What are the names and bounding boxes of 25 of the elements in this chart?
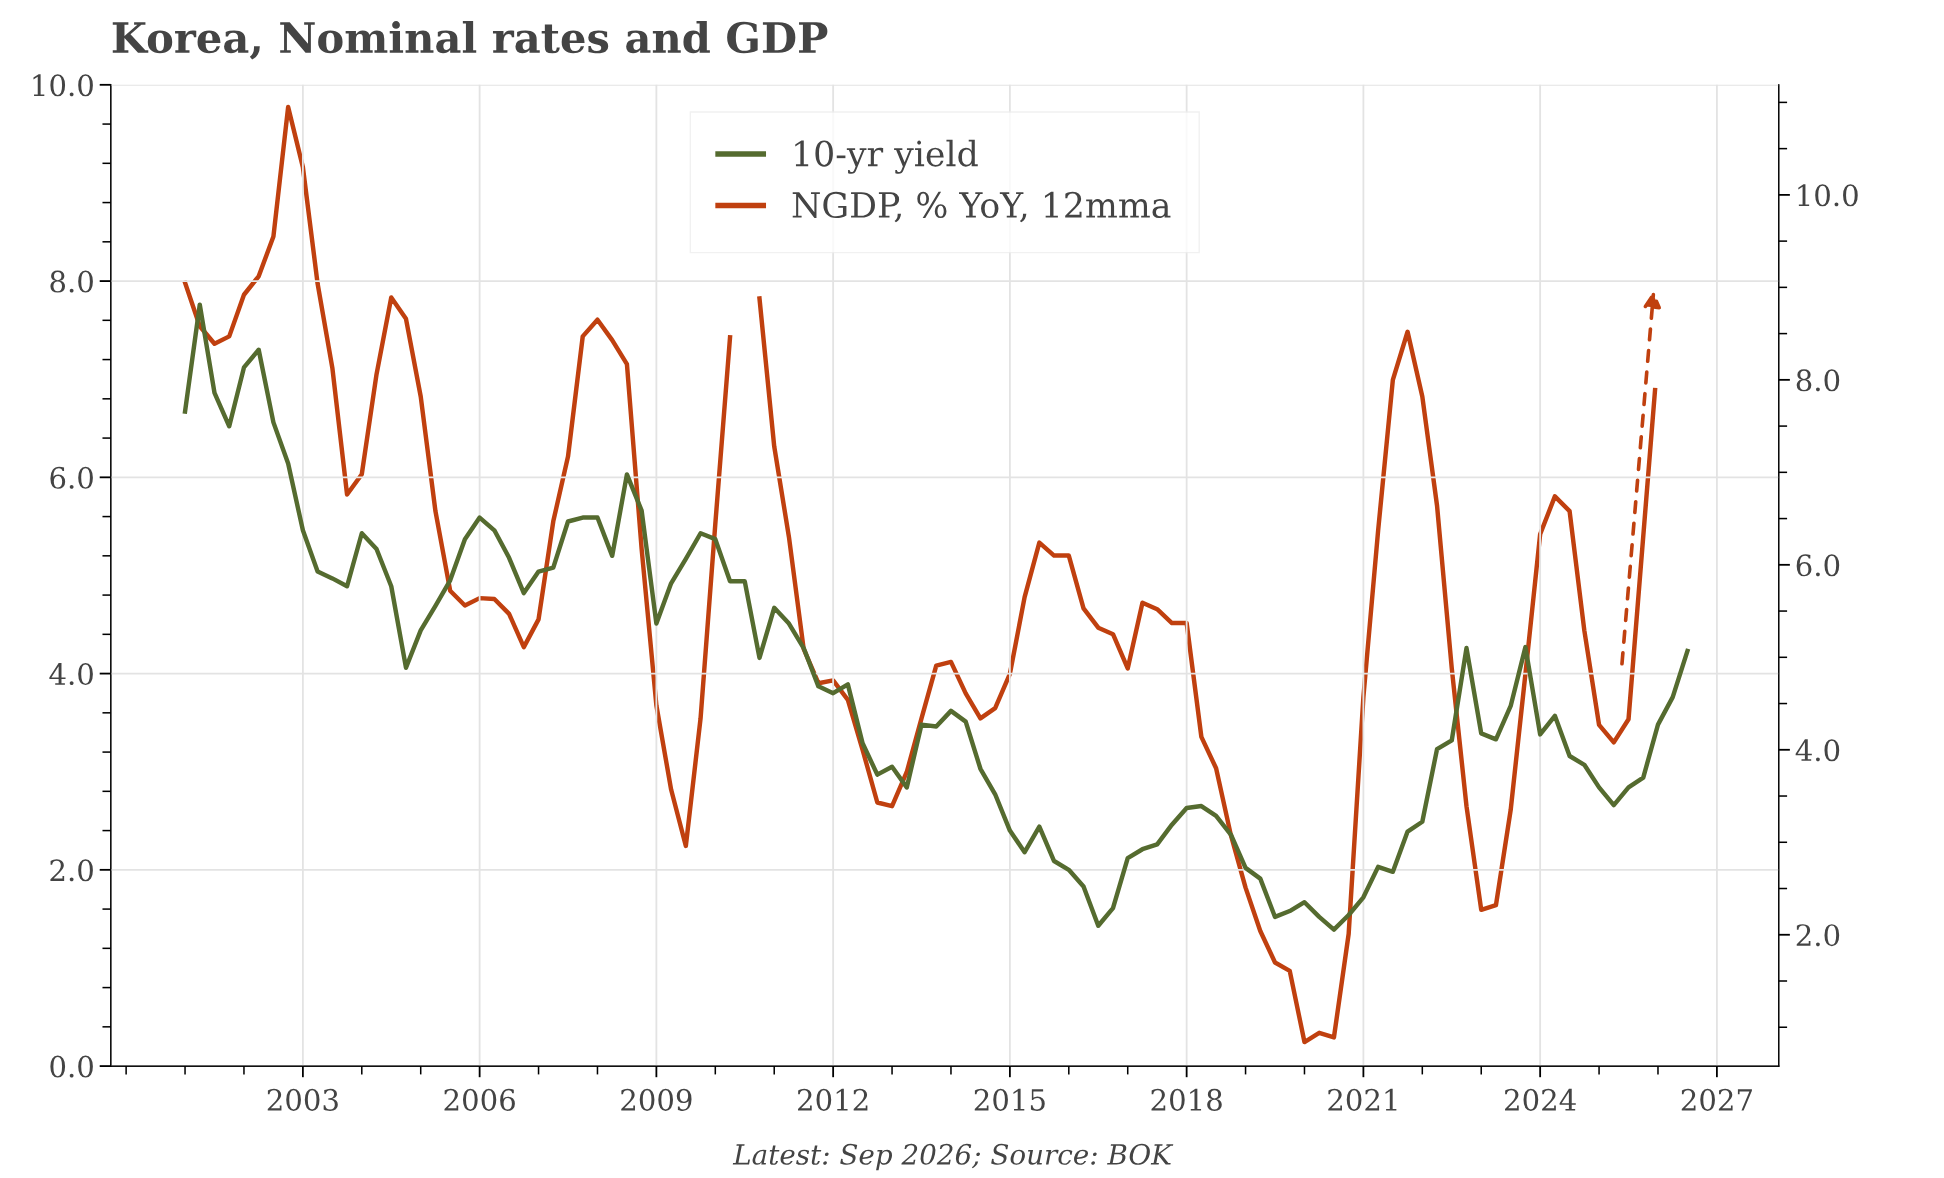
y2-tick-label: 6.0	[1796, 554, 1840, 577]
legend-label: NGDP, % YoY, 12mma	[792, 191, 1171, 223]
y2-tick-label: 10.0	[1798, 184, 1858, 207]
x-tick-label: 2012	[798, 1088, 868, 1111]
y2-tick-label: 4.0	[1795, 739, 1840, 762]
x-tick-label: 2021	[1328, 1088, 1397, 1111]
y-tick-label: 2.0	[50, 859, 93, 882]
chart-title: Korea, Nominal rates and GDP	[112, 21, 828, 60]
x-tick-label: 2024	[1505, 1088, 1576, 1111]
line-series	[182, 302, 1690, 932]
x-tick-label: 2006	[444, 1088, 515, 1111]
y-tick-label: 4.0	[49, 663, 93, 686]
x-tick-label: 2009	[621, 1088, 692, 1111]
y-tick-label: 8.0	[50, 270, 93, 293]
text: Latest: Sep 2026; Source: BOK	[732, 1143, 1174, 1171]
y-tick-label: 6.0	[50, 466, 93, 489]
y2-tick-label: 8.0	[1796, 369, 1840, 392]
y2-tick-label: 2.0	[1796, 924, 1840, 947]
x-tick-label: 2003	[267, 1088, 338, 1111]
x-tick-label: 2015	[974, 1088, 1045, 1111]
y-tick-label: 10.0	[33, 74, 93, 97]
legend-label: 10-yr yield	[795, 139, 978, 174]
x-tick-label: 2018	[1151, 1088, 1222, 1111]
x-tick-label: 2027	[1681, 1088, 1752, 1111]
y-tick-label: 0.0	[50, 1055, 93, 1078]
